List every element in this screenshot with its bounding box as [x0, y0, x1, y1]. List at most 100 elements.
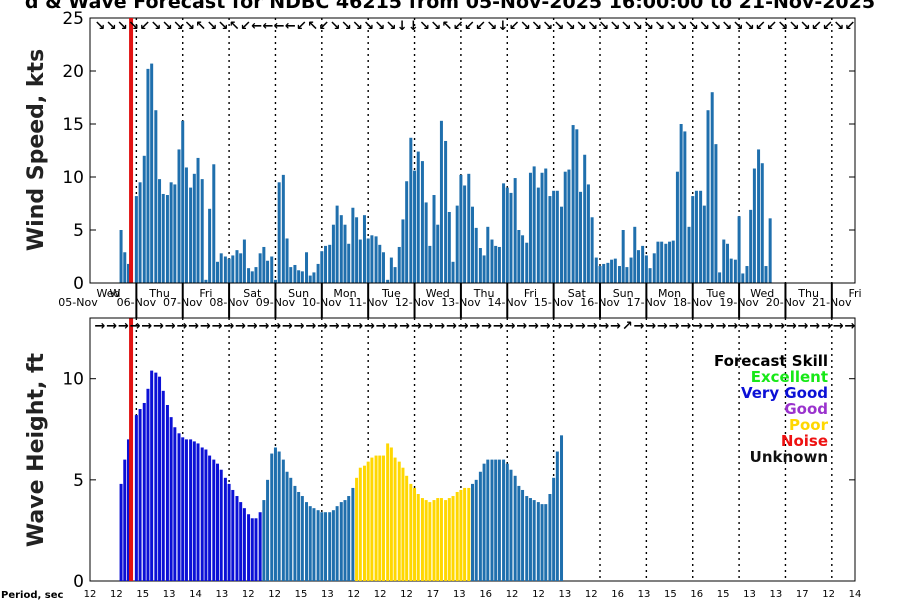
wind-bar: [714, 144, 718, 283]
wind-bar: [625, 267, 629, 283]
period-label: 13: [216, 589, 229, 600]
wave-bar: [126, 439, 130, 581]
wind-direction-arrow: ↘: [554, 19, 565, 34]
wind-direction-arrow: ↙: [766, 19, 777, 34]
wave-bar: [305, 502, 309, 581]
wind-bar: [262, 246, 266, 283]
period-label: 13: [558, 589, 571, 600]
wind-bar: [517, 230, 521, 283]
wind-bar: [737, 216, 741, 283]
wind-ytick-label: 10: [62, 168, 84, 188]
period-label: 12: [506, 589, 519, 600]
wind-bar: [710, 92, 714, 283]
wind-direction-arrow: ↘: [128, 19, 139, 34]
day-name-label: Thu: [473, 287, 495, 300]
wind-bar: [231, 255, 235, 283]
wind-bar: [324, 245, 328, 283]
wave-bar: [401, 467, 405, 581]
wave-direction-arrow: →: [563, 319, 574, 334]
wind-bar: [575, 129, 579, 283]
wave-direction-arrow: →: [493, 319, 504, 334]
wave-direction-arrow: →: [587, 319, 598, 334]
wave-bar: [316, 510, 320, 581]
period-label: 12: [532, 589, 545, 600]
wave-direction-arrow: →: [200, 319, 211, 334]
period-label: 13: [321, 589, 334, 600]
wave-bar: [494, 459, 498, 581]
period-label: 12: [84, 589, 97, 600]
period-label: 17: [796, 589, 809, 600]
day-name-label: Tue: [381, 287, 401, 300]
wind-ytick-label: 15: [62, 115, 84, 135]
wind-bar: [660, 241, 664, 283]
wind-direction-arrow: ↙: [811, 19, 822, 34]
wind-bar: [706, 110, 710, 283]
wave-bar: [347, 496, 351, 581]
wave-bar: [509, 469, 513, 581]
wave-bar: [463, 487, 467, 581]
wave-direction-arrow: →: [739, 319, 750, 334]
wave-bar: [521, 489, 525, 581]
wind-direction-arrow: ↖: [442, 19, 453, 34]
wind-direction-arrow: ↘: [576, 19, 587, 34]
wind-bar: [726, 243, 729, 283]
wind-direction-arrow: ↘: [151, 19, 162, 34]
wind-direction-arrow: ↙: [475, 19, 486, 34]
wind-direction-arrow: ↘: [777, 19, 788, 34]
period-label: 14: [849, 589, 862, 600]
date-axis: Wed05-NovThu06-NovFri07-NovSat08-NovSun0…: [58, 282, 862, 600]
wind-direction-arrow: ←: [251, 19, 262, 34]
wave-bar: [184, 439, 188, 581]
wind-bar: [223, 256, 227, 283]
wind-direction-arrow: ↘: [218, 19, 229, 34]
wind-direction-arrow: ↓: [498, 19, 509, 34]
wave-bar: [490, 459, 494, 581]
day-name-label: Thu: [148, 287, 170, 300]
wind-bar: [502, 183, 506, 283]
wave-bar: [161, 390, 165, 581]
wave-bar: [235, 496, 239, 581]
wave-direction-arrow: →: [294, 319, 305, 334]
wave-bar: [331, 510, 335, 581]
wind-direction-arrow: ↘: [374, 19, 385, 34]
wind-direction-arrow: ↙: [296, 19, 307, 34]
wind-bar: [273, 279, 277, 283]
wind-bar: [540, 172, 544, 283]
wave-direction-arrow: →: [552, 319, 563, 334]
wind-bar: [768, 218, 772, 283]
wave-direction-arrow: →: [95, 319, 106, 334]
wind-bar: [343, 224, 347, 283]
wind-bar: [636, 250, 640, 283]
wind-bar: [142, 155, 146, 283]
wind-bar: [335, 205, 339, 283]
wave-direction-arrow: ↗: [622, 319, 633, 334]
wind-bar: [497, 246, 501, 283]
wind-bar: [482, 255, 486, 283]
wave-direction-arrow: →: [329, 319, 340, 334]
wind-bar: [679, 124, 683, 283]
wind-bar: [652, 253, 656, 283]
wave-bar: [555, 451, 559, 581]
period-label: 15: [136, 589, 149, 600]
wind-direction-arrow: ↘: [665, 19, 676, 34]
wave-direction-arrow: →: [669, 319, 680, 334]
wind-bar: [722, 239, 726, 283]
wind-bar: [509, 192, 513, 283]
wave-bar: [482, 463, 486, 581]
wave-bar: [335, 506, 339, 581]
wind-bar: [119, 230, 123, 283]
wave-direction-arrow: →: [376, 319, 387, 334]
wave-bar: [247, 514, 251, 581]
wind-direction-arrow: ↘: [699, 19, 710, 34]
wind-bar: [699, 190, 703, 283]
wind-direction-arrow: ↘: [95, 19, 106, 34]
wind-bar: [381, 252, 385, 283]
wind-direction-arrow: ←: [274, 19, 285, 34]
wind-bar: [598, 266, 602, 283]
wave-direction-arrow: →: [118, 319, 129, 334]
wind-bar: [266, 260, 270, 283]
wind-bar: [374, 236, 378, 283]
wave-direction-arrow: →: [212, 319, 223, 334]
